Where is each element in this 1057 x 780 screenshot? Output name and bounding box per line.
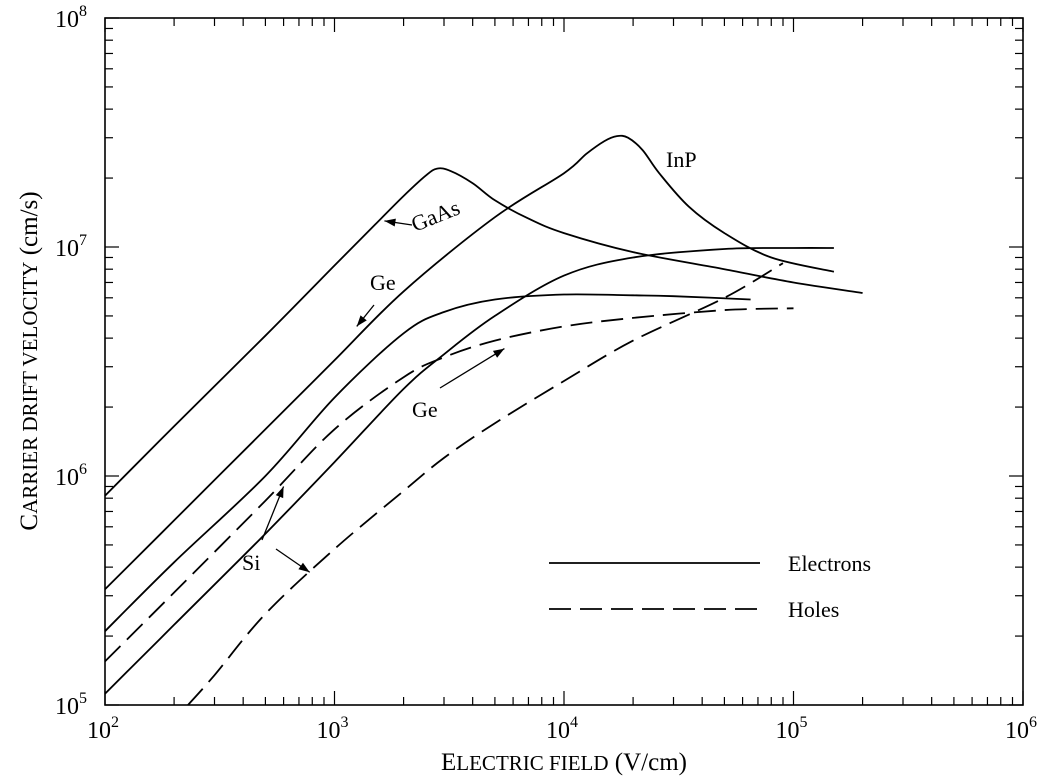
arrowhead [384, 218, 396, 227]
annotation-gaas: GaAs [408, 195, 464, 237]
arrowhead [275, 486, 284, 499]
x-axis-label: ELECTRIC FIELD (V/cm) [441, 749, 687, 776]
inp-electrons-curve [104, 134, 835, 590]
legend: Electrons Holes [549, 551, 871, 622]
x-tick-label: 102 [87, 714, 119, 744]
arrowhead [356, 315, 367, 327]
arrowhead [298, 562, 310, 573]
x-tick-label: 103 [317, 714, 349, 744]
data-series [104, 134, 863, 706]
curve-annotations: GaAs InP Ge Ge Si [242, 147, 697, 575]
y-tick-label: 105 [55, 690, 87, 720]
annotation-inp: InP [666, 147, 697, 172]
ge-electrons-curve [104, 293, 751, 632]
y-tick-label: 108 [55, 3, 87, 33]
y-tick-label: 106 [55, 461, 87, 491]
annotation-ge: Ge [370, 270, 396, 295]
y-axis-label: CARRIER DRIFT VELOCITY (cm/s) [16, 191, 43, 530]
x-tick-label: 105 [776, 714, 808, 744]
legend-label-holes: Holes [788, 597, 839, 622]
plot-frame [104, 17, 1024, 706]
legend-label-electrons: Electrons [788, 551, 871, 576]
si-holes-curve [187, 262, 784, 706]
arrowhead [492, 348, 505, 358]
annotation-si: Si [242, 550, 260, 575]
x-tick-label: 106 [1005, 714, 1037, 744]
axis-ticks [104, 17, 1024, 706]
gaas-electrons-curve [104, 167, 863, 497]
x-tick-label: 104 [546, 714, 578, 744]
ge-holes-curve [104, 307, 794, 663]
y-tick-label: 107 [55, 232, 87, 262]
annotation-arrow [439, 348, 505, 389]
annotation-ge: Ge [412, 397, 438, 422]
si-electrons-curve [104, 247, 834, 695]
axis-tick-labels: 102 103 104 105 106 105 106 107 108 [55, 3, 1037, 744]
